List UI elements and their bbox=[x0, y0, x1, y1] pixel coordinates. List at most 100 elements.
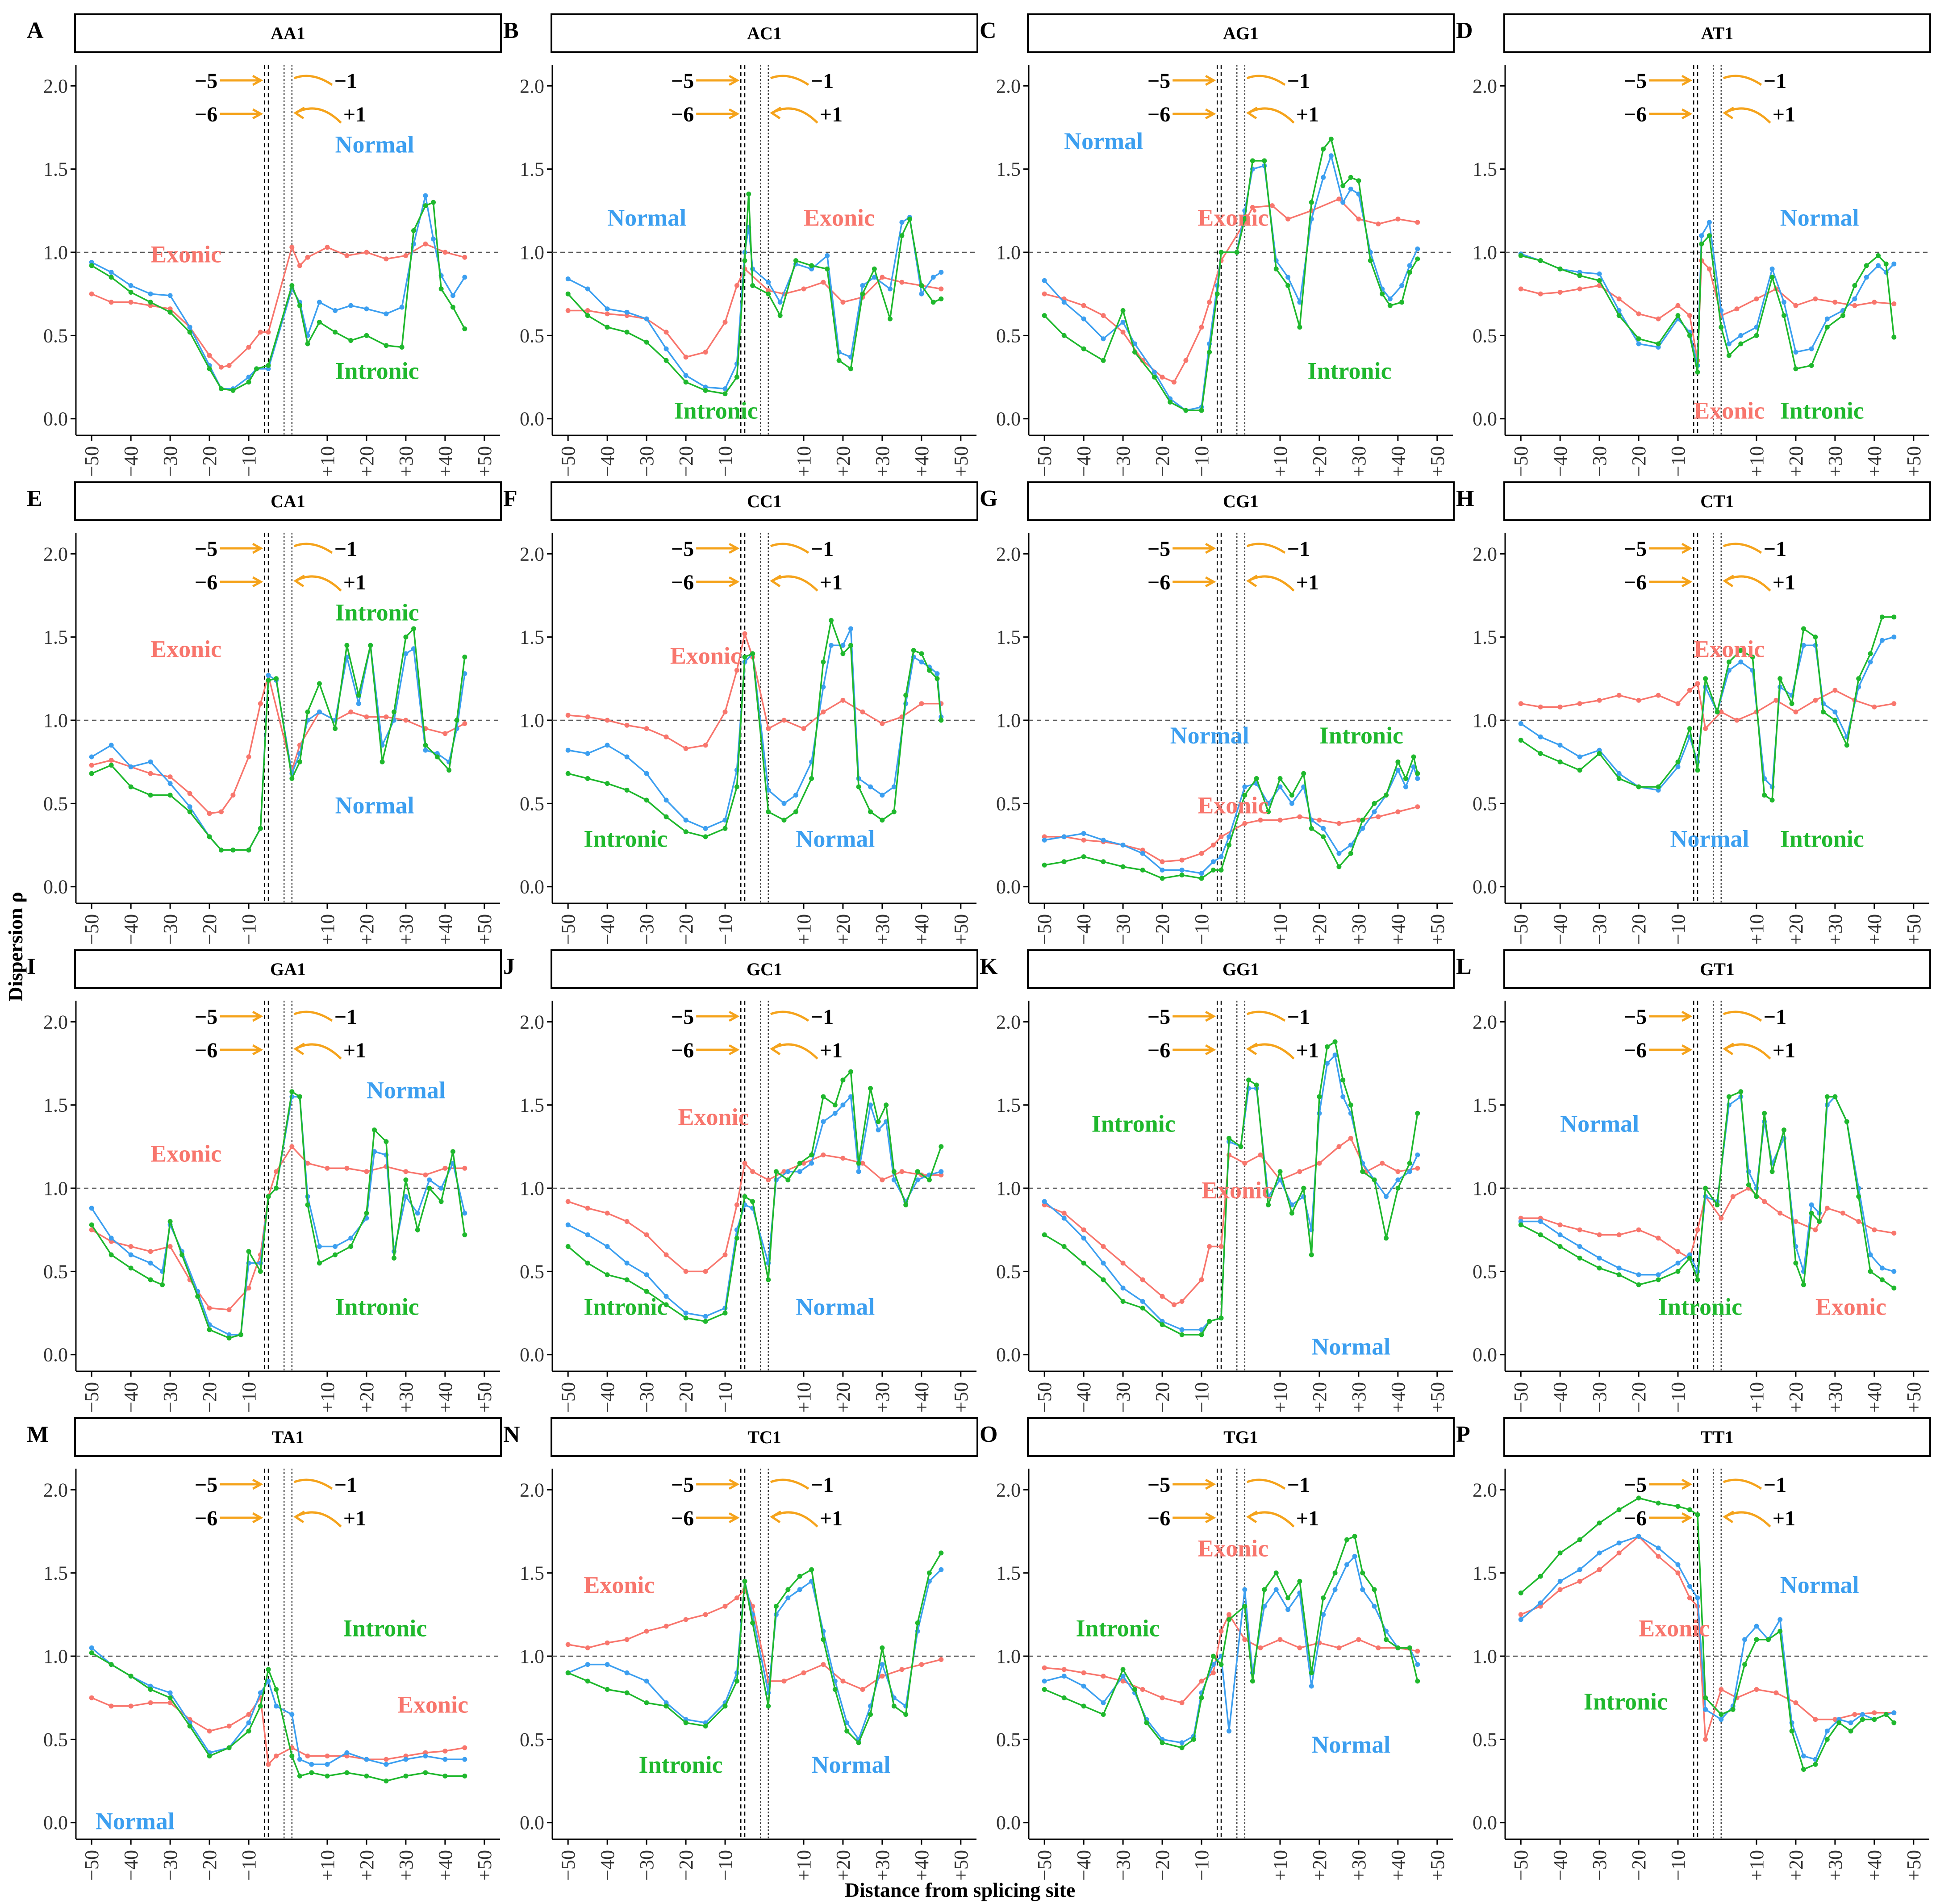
data-point-intronic bbox=[1883, 1712, 1889, 1717]
data-point-intronic bbox=[722, 1311, 728, 1315]
data-point-intronic bbox=[848, 1069, 853, 1074]
data-point-normal bbox=[1868, 1252, 1873, 1257]
data-point-intronic bbox=[246, 380, 251, 385]
series-label-normal: Normal bbox=[96, 1808, 175, 1835]
data-point-intronic bbox=[1415, 1111, 1420, 1116]
arrow-head bbox=[252, 1512, 263, 1524]
data-point-intronic bbox=[207, 834, 212, 839]
data-point-intronic bbox=[1277, 776, 1283, 781]
arrow-head bbox=[1205, 1478, 1216, 1490]
data-point-intronic bbox=[1207, 1319, 1212, 1324]
data-point-intronic bbox=[644, 1289, 649, 1294]
series-label-normal: Normal bbox=[1064, 128, 1143, 154]
data-point-normal bbox=[399, 305, 405, 310]
data-point-intronic bbox=[1636, 1282, 1641, 1287]
y-tick-label: 0.5 bbox=[43, 1261, 68, 1282]
data-point-normal bbox=[605, 1244, 610, 1249]
data-point-intronic bbox=[1120, 1667, 1126, 1672]
data-point-exonic bbox=[1675, 303, 1681, 308]
y-tick-label: 1.0 bbox=[43, 710, 68, 731]
series-label-exonic: Exonic bbox=[1639, 1615, 1710, 1641]
data-point-exonic bbox=[1891, 701, 1897, 706]
x-tick-label: +10 bbox=[1746, 446, 1768, 477]
data-point-intronic bbox=[605, 1272, 610, 1278]
arrow-head bbox=[770, 106, 782, 120]
annotation-label: −1 bbox=[811, 537, 834, 561]
data-point-exonic bbox=[1687, 688, 1692, 693]
arrow-curved bbox=[770, 75, 809, 86]
data-point-normal bbox=[317, 1244, 322, 1249]
y-tick-label: 0.5 bbox=[520, 1729, 544, 1750]
data-point-intronic bbox=[431, 200, 436, 205]
data-point-exonic bbox=[226, 1724, 232, 1729]
data-point-exonic bbox=[919, 701, 924, 706]
data-point-normal bbox=[1738, 660, 1744, 664]
data-point-exonic bbox=[919, 1662, 924, 1667]
data-point-intronic bbox=[1273, 1570, 1279, 1576]
data-point-intronic bbox=[1789, 1729, 1794, 1734]
data-point-intronic bbox=[1856, 1194, 1861, 1199]
data-point-normal bbox=[1321, 826, 1326, 831]
data-point-intronic bbox=[1081, 854, 1086, 860]
data-point-normal bbox=[624, 1261, 630, 1266]
y-tick-label: 1.0 bbox=[1473, 242, 1497, 263]
y-tick-label: 1.5 bbox=[1473, 159, 1497, 180]
data-point-intronic bbox=[1309, 826, 1314, 831]
data-point-normal bbox=[1868, 660, 1873, 664]
data-point-normal bbox=[1860, 1712, 1865, 1717]
x-tick-label: +40 bbox=[434, 914, 456, 945]
y-tick-label: 0.0 bbox=[996, 1344, 1021, 1366]
y-tick-label: 1.5 bbox=[996, 159, 1021, 180]
data-point-intronic bbox=[926, 1570, 932, 1576]
arrow-head bbox=[729, 543, 740, 554]
data-point-intronic bbox=[1577, 768, 1582, 773]
data-point-intronic bbox=[230, 388, 236, 393]
data-point-exonic bbox=[167, 774, 173, 780]
x-tick-label: −10 bbox=[1191, 1382, 1213, 1413]
data-point-intronic bbox=[1199, 1695, 1204, 1700]
data-point-normal bbox=[462, 1757, 467, 1762]
panel-title: GT1 bbox=[1700, 959, 1735, 979]
data-point-normal bbox=[1160, 868, 1165, 873]
x-tick-label: −30 bbox=[1589, 1850, 1611, 1881]
series-label-exonic: Exonic bbox=[1694, 397, 1765, 424]
data-point-normal bbox=[344, 1750, 350, 1755]
data-point-intronic bbox=[939, 1550, 944, 1556]
data-point-intronic bbox=[644, 339, 649, 345]
data-point-exonic bbox=[423, 1172, 428, 1177]
x-axis-title: Distance from splicing site bbox=[845, 1879, 1076, 1901]
y-tick-label: 0.0 bbox=[1473, 1812, 1497, 1834]
x-tick-label: +10 bbox=[793, 446, 815, 477]
data-point-intronic bbox=[1726, 353, 1732, 358]
y-tick-label: 1.5 bbox=[996, 1562, 1021, 1584]
data-point-intronic bbox=[836, 358, 842, 363]
data-point-exonic bbox=[1140, 1687, 1145, 1692]
annotation-label: +1 bbox=[1773, 1039, 1795, 1062]
data-point-intronic bbox=[1801, 1282, 1806, 1287]
data-point-normal bbox=[935, 671, 940, 676]
arrow-curved bbox=[295, 575, 342, 592]
data-point-intronic bbox=[89, 771, 94, 776]
x-tick-label: +40 bbox=[911, 1850, 933, 1881]
data-point-intronic bbox=[1285, 1595, 1291, 1600]
panel-title: TA1 bbox=[272, 1427, 305, 1447]
data-point-normal bbox=[1411, 764, 1416, 769]
data-point-normal bbox=[128, 764, 134, 769]
x-tick-label: −10 bbox=[714, 1382, 736, 1413]
data-point-intronic bbox=[785, 1587, 791, 1592]
data-point-exonic bbox=[644, 726, 649, 731]
data-point-normal bbox=[1179, 868, 1185, 873]
data-point-intronic bbox=[274, 676, 279, 681]
data-point-normal bbox=[585, 1662, 590, 1667]
y-tick-label: 0.0 bbox=[43, 876, 68, 898]
x-tick-label: −50 bbox=[1034, 1850, 1056, 1881]
data-point-intronic bbox=[1777, 1628, 1783, 1634]
data-point-normal bbox=[1042, 278, 1047, 283]
data-point-normal bbox=[1242, 784, 1248, 789]
data-point-exonic bbox=[1872, 1710, 1877, 1716]
data-point-intronic bbox=[1789, 701, 1794, 706]
